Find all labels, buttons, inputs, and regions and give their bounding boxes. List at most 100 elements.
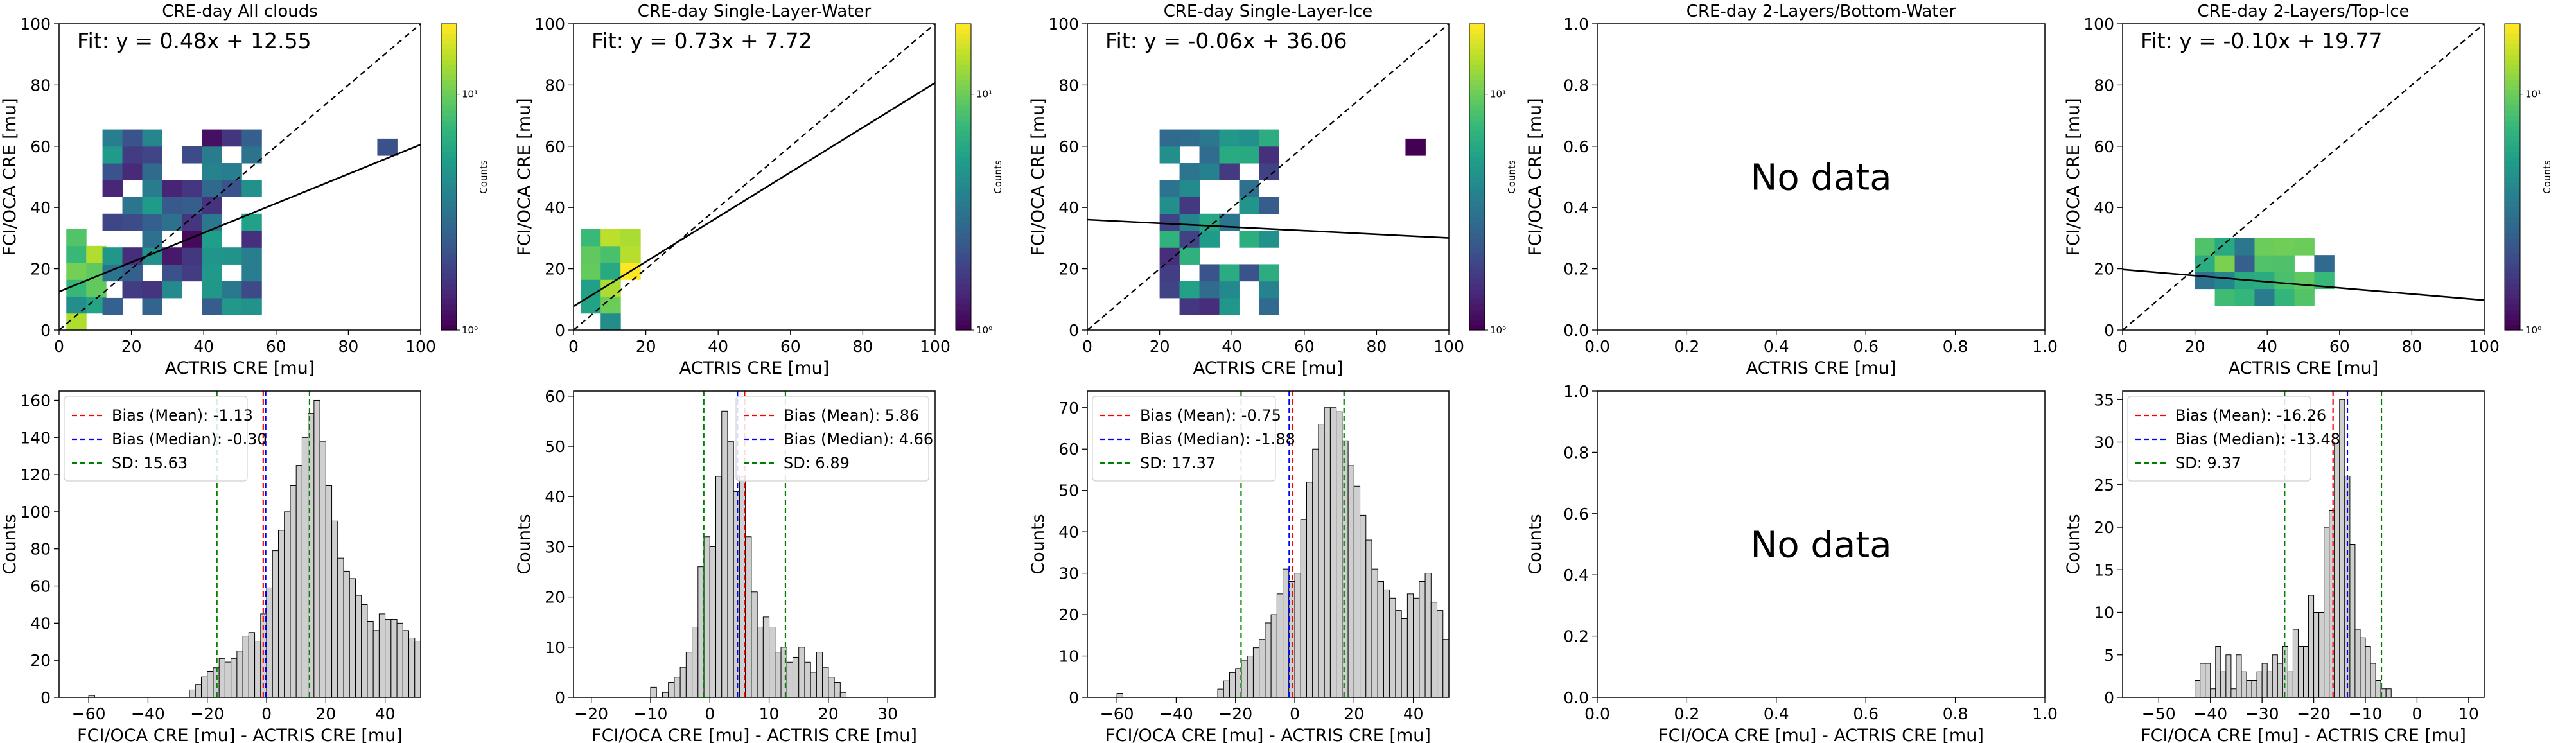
colorbar-segment: [441, 80, 457, 85]
colorbar-segment: [956, 171, 971, 178]
colorbar-segment: [1469, 141, 1485, 147]
heatmap-cell: [1159, 213, 1180, 231]
panel-title: CRE-day All clouds: [162, 2, 318, 21]
colorbar-segment: [1469, 100, 1485, 106]
histogram-bar: [301, 437, 309, 697]
colorbar-segment: [441, 279, 457, 285]
y-tick-label: 0: [2104, 688, 2114, 707]
colorbar-segment: [956, 299, 971, 305]
histogram-bar: [769, 627, 776, 697]
y-axis-label: Counts: [514, 514, 534, 574]
histogram-bar: [355, 595, 362, 697]
colorbar-segment: [956, 64, 971, 71]
histogram-bar: [1270, 614, 1277, 697]
colorbar-segment: [441, 90, 457, 96]
histogram-bar: [1306, 482, 1313, 697]
heatmap-cell: [1199, 129, 1220, 147]
heatmap-cell: [1199, 213, 1220, 231]
colorbar-segment: [441, 24, 457, 30]
colorbar-segment: [956, 207, 971, 213]
colorbar-segment: [441, 268, 457, 275]
colorbar-segment: [1469, 135, 1485, 142]
heatmap-cell: [202, 197, 222, 214]
histogram-bar: [679, 667, 687, 697]
histogram-bar: [439, 679, 444, 697]
colorbar-segment: [1469, 213, 1485, 218]
colorbar-segment: [441, 161, 457, 168]
panel-5: Fit: y = -0.10x + 19.77 10⁰ 10¹ Counts 0 20 40…: [2063, 2, 2553, 378]
heatmap-cell: [1179, 281, 1200, 299]
colorbar-segment: [1469, 294, 1485, 300]
legend-entry: Bias (Median): -0.30: [112, 430, 267, 448]
histogram-bar: [224, 661, 232, 697]
y-tick-label: 60: [545, 137, 565, 156]
heatmap-cell: [142, 163, 162, 180]
x-tick-label: 10: [759, 704, 780, 723]
histogram-bar: [685, 652, 693, 697]
colorbar-segment: [2505, 325, 2520, 331]
colorbar-segment: [2505, 74, 2520, 81]
colorbar-segment: [1469, 258, 1485, 265]
axes-frame: [1597, 23, 2046, 331]
x-axis-label: ACTRIS CRE [mu]: [1193, 358, 1344, 378]
histogram-bar: [337, 557, 344, 697]
x-tick-label: −40: [1159, 704, 1193, 723]
heatmap-cell: [600, 263, 621, 280]
heatmap-cell: [2274, 272, 2295, 290]
histogram-bar: [2292, 629, 2299, 697]
histogram-bar: [2360, 637, 2366, 697]
colorbar-segment: [1469, 223, 1485, 229]
x-tick-label: −50: [2142, 704, 2176, 723]
colorbar-tick-label: 10⁰: [1490, 324, 1506, 336]
panel-2: Fit: y = 0.73x + 7.72 10⁰ 10¹ Counts 0 20 40 60…: [514, 2, 1004, 378]
colorbar-segment: [2505, 90, 2520, 96]
colorbar-segment: [441, 197, 457, 203]
x-tick-label: 0.0: [1584, 337, 1610, 356]
colorbar-segment: [2505, 161, 2520, 168]
colorbar-segment: [2505, 248, 2520, 254]
colorbar-segment: [1469, 80, 1485, 85]
heatmap-cell: [2274, 238, 2295, 256]
heatmap-cell: [1159, 281, 1180, 299]
y-tick-label: 30: [1058, 564, 1079, 583]
y-tick-label: 100: [534, 15, 565, 33]
legend-entry: SD: 15.63: [112, 454, 188, 472]
heatmap-cell: [241, 281, 262, 299]
heatmap-cell: [2234, 238, 2255, 256]
x-tick-label: 0: [568, 337, 579, 356]
histogram-bar: [2200, 663, 2206, 697]
colorbar-segment: [441, 299, 457, 305]
colorbar-segment: [1469, 171, 1485, 178]
colorbar-segment: [1469, 105, 1485, 111]
x-tick-label: 0.8: [1943, 337, 1968, 356]
histogram-bar: [213, 667, 220, 697]
panel-1: Fit: y = 0.48x + 12.55 10⁰ 10¹ Counts 0 20 40 6…: [0, 2, 489, 378]
histogram-bar: [1455, 672, 1460, 697]
heatmap-cell: [1259, 146, 1279, 164]
heatmap-cell: [2294, 288, 2315, 306]
y-tick-label: 100: [1048, 15, 1079, 33]
heatmap-cell: [1159, 146, 1180, 164]
legend-box: [64, 396, 248, 482]
colorbar-segment: [441, 100, 457, 106]
histogram-bar: [1424, 573, 1432, 697]
heatmap-cell: [102, 129, 123, 147]
heatmap-cell: [1219, 146, 1240, 164]
fit-label: Fit: y = 0.73x + 7.72: [591, 28, 812, 53]
heatmap-cell: [2214, 255, 2236, 272]
colorbar-segment: [1469, 182, 1485, 188]
histogram-bar: [189, 689, 196, 697]
colorbar-segment: [441, 310, 457, 315]
histogram-bar: [319, 441, 326, 697]
axes-frame: [573, 390, 936, 698]
heatmap-cell: [182, 230, 202, 248]
colorbar-segment: [2505, 130, 2520, 137]
y-tick-label: 0: [1069, 688, 1079, 707]
colorbar-segment: [956, 192, 971, 198]
x-tick-label: 20: [636, 337, 656, 356]
heatmap-cell: [182, 264, 202, 282]
colorbar-segment: [441, 39, 457, 45]
colorbar-segment: [441, 284, 457, 290]
heatmap-cell: [620, 229, 641, 247]
histogram-bar: [1413, 597, 1420, 697]
